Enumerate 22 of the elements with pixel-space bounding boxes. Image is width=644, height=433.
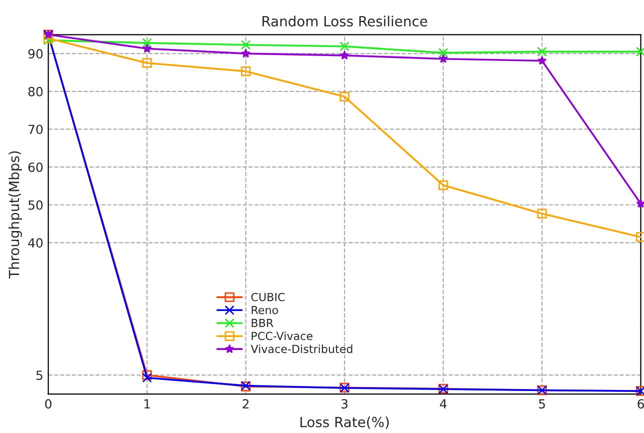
legend-label: CUBIC <box>251 292 285 302</box>
y-tick-label: 90 <box>28 49 43 58</box>
x-tick-label: 0 <box>45 399 52 409</box>
x-tick-label: 1 <box>144 399 150 408</box>
legend-label: PCC-Vivace <box>252 332 312 340</box>
y-tick-label: 50 <box>28 200 43 210</box>
legend-label: BBR <box>252 318 274 328</box>
y-tick-label: 5 <box>36 370 42 380</box>
x-tick-label: 5 <box>539 399 545 409</box>
y-axis-title: Throughput(Mbps) <box>8 151 22 279</box>
legend-label: Vivace-Distributed <box>250 344 352 354</box>
x-tick-label: 6 <box>638 399 644 409</box>
y-tick-label: 40 <box>28 238 43 248</box>
x-tick-label: 2 <box>242 399 249 408</box>
legend-label: Reno <box>252 306 278 314</box>
y-tick-label: 60 <box>28 162 43 172</box>
y-tick-label: 70 <box>28 124 43 134</box>
x-axis-title: Loss Rate(%) <box>300 416 389 429</box>
x-tick-label: 4 <box>440 399 447 408</box>
chart-title: Random Loss Resilience <box>262 16 428 27</box>
y-tick-label: 80 <box>28 86 43 96</box>
x-tick-label: 3 <box>342 399 348 409</box>
